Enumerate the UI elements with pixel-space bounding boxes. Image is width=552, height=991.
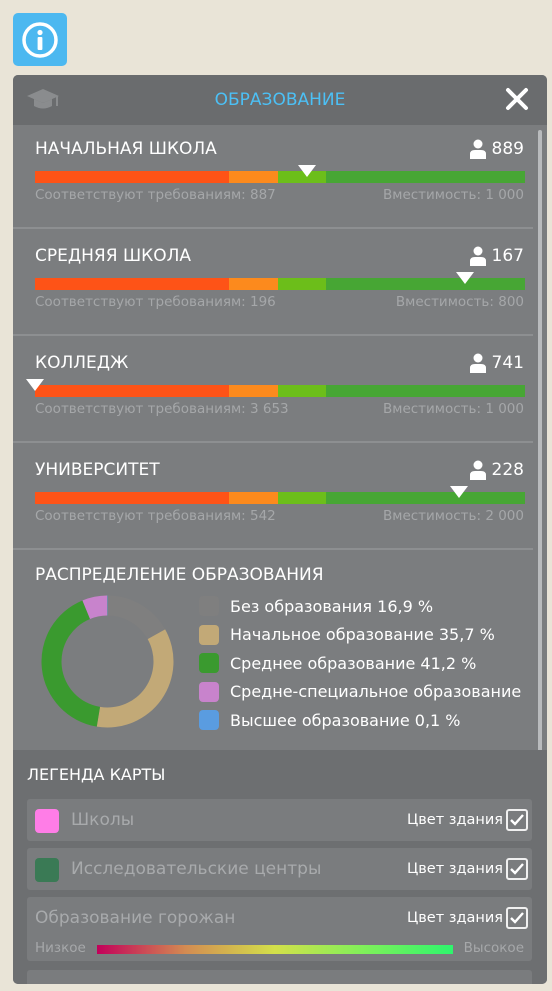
- school-name: НАЧАЛЬНАЯ ШКОЛА: [35, 139, 217, 159]
- capacity-text: Вместимость: 800: [395, 294, 524, 310]
- legend-label: Начальное образование 35,7 %: [230, 625, 495, 645]
- donut-slice: [41, 600, 101, 727]
- distribution-legend-item: Без образования 16,9 %: [199, 592, 521, 621]
- donut-slice: [96, 629, 174, 728]
- capacity-bar: [35, 278, 525, 290]
- legend-swatch: [199, 710, 219, 731]
- map-legend-title: ЛЕГЕНДА КАРТЫ: [27, 765, 166, 784]
- gradient-high-label: Высокое: [463, 940, 524, 956]
- map-legend-section: ЛЕГЕНДА КАРТЫ Школы Цвет здания Исследов…: [13, 750, 547, 984]
- legend-label: Средне-специальное образование: [230, 682, 522, 702]
- student-count: 228: [469, 460, 524, 480]
- student-count-value: 167: [491, 246, 524, 266]
- map-row-label: Школы: [71, 810, 135, 830]
- info-button[interactable]: [13, 13, 67, 66]
- distribution-legend-item: Начальное образование 35,7 %: [199, 621, 521, 650]
- donut-slice: [82, 595, 108, 619]
- divider: [13, 227, 533, 229]
- checkmark-icon: [510, 863, 524, 875]
- legend-label: Среднее образование 41,2 %: [230, 653, 477, 673]
- capacity-marker: [449, 486, 468, 498]
- student-count-value: 889: [491, 139, 524, 159]
- capacity-bar: [35, 171, 525, 183]
- capacity-bar: [35, 492, 525, 504]
- building-color-label: Цвет здания: [406, 861, 503, 877]
- education-gradient-bar: [97, 945, 453, 954]
- school-row-university: УНИВЕРСИТЕТ 228 Соответствуют требования…: [13, 446, 533, 552]
- divider: [13, 548, 533, 550]
- school-row-secondary: СРЕДНЯЯ ШКОЛА 167 Соответствуют требован…: [13, 232, 533, 338]
- distribution-legend: Без образования 16,9 % Начальное образова…: [199, 592, 521, 735]
- color-swatch: [35, 809, 59, 833]
- map-row-schools[interactable]: Школы Цвет здания: [27, 799, 532, 841]
- building-color-checkbox[interactable]: [506, 907, 528, 929]
- map-row-research[interactable]: Исследовательские центры Цвет здания: [27, 848, 532, 890]
- capacity-marker: [456, 272, 475, 284]
- school-name: УНИВЕРСИТЕТ: [35, 460, 160, 480]
- student-count-value: 228: [491, 460, 524, 480]
- gradient-low-label: Низкое: [35, 940, 86, 956]
- requirements-text: Соответствуют требованиям: 887: [35, 187, 276, 203]
- map-row-partial[interactable]: [27, 970, 532, 984]
- building-color-checkbox[interactable]: [506, 809, 528, 831]
- school-row-primary: НАЧАЛЬНАЯ ШКОЛА 889 Соответствуют требов…: [13, 125, 533, 231]
- distribution-legend-item: Средне-специальное образование: [199, 678, 521, 707]
- student-count: 741: [469, 353, 524, 373]
- requirements-text: Соответствуют требованиям: 196: [35, 294, 276, 310]
- school-name: КОЛЛЕДЖ: [35, 353, 129, 373]
- graduation-cap-icon: [27, 89, 59, 109]
- student-count: 889: [469, 139, 524, 159]
- legend-label: Без образования 16,9 %: [230, 596, 434, 616]
- legend-swatch: [199, 596, 219, 617]
- panel-title: ОБРАЗОВАНИЕ: [214, 90, 346, 110]
- capacity-marker: [26, 379, 44, 391]
- education-donut-chart: [41, 595, 174, 728]
- person-icon: [469, 246, 486, 266]
- legend-label: Высшее образование 0,1 %: [230, 710, 461, 730]
- student-count-value: 741: [491, 353, 524, 373]
- checkmark-icon: [510, 912, 524, 924]
- legend-swatch: [199, 624, 219, 645]
- requirements-text: Соответствуют требованиям: 542: [35, 508, 276, 524]
- scrollbar[interactable]: [538, 130, 542, 976]
- person-icon: [469, 139, 486, 159]
- building-color-label: Цвет здания: [406, 812, 503, 828]
- school-row-college: КОЛЛЕДЖ 741 Соответствуют требованиям: 3…: [13, 339, 533, 445]
- distribution-title: РАСПРЕДЕЛЕНИЕ ОБРАЗОВАНИЯ: [35, 565, 324, 585]
- requirements-text: Соответствуют требованиям: 3 653: [35, 401, 289, 417]
- student-count: 167: [469, 246, 524, 266]
- map-row-label: Исследовательские центры: [71, 859, 322, 879]
- distribution-legend-item: Среднее образование 41,2 %: [199, 649, 521, 678]
- checkmark-icon: [510, 814, 524, 826]
- capacity-text: Вместимость: 1 000: [383, 401, 524, 417]
- panel-header: ОБРАЗОВАНИЕ: [13, 75, 547, 125]
- capacity-text: Вместимость: 1 000: [383, 187, 524, 203]
- donut-slice: [107, 595, 166, 640]
- distribution-legend-item: Высшее образование 0,1 %: [199, 706, 521, 735]
- capacity-text: Вместимость: 2 000: [383, 508, 524, 524]
- capacity-bar: [35, 385, 525, 397]
- legend-swatch: [199, 681, 219, 702]
- divider: [13, 441, 533, 443]
- divider: [13, 334, 533, 336]
- info-icon: [22, 21, 58, 58]
- building-color-checkbox[interactable]: [506, 858, 528, 880]
- person-icon: [469, 460, 486, 480]
- building-color-label: Цвет здания: [406, 910, 503, 926]
- capacity-marker: [298, 165, 317, 177]
- color-swatch: [35, 858, 59, 882]
- school-name: СРЕДНЯЯ ШКОЛА: [35, 246, 191, 266]
- education-panel: ОБРАЗОВАНИЕ НАЧАЛЬНАЯ ШКОЛА 889 Соответс…: [13, 75, 547, 984]
- map-row-citizen-education[interactable]: Образование горожан Цвет здания Низкое В…: [27, 897, 532, 961]
- person-icon: [469, 353, 486, 373]
- legend-swatch: [199, 653, 219, 674]
- map-row-label: Образование горожан: [35, 908, 236, 928]
- close-icon[interactable]: [505, 87, 529, 111]
